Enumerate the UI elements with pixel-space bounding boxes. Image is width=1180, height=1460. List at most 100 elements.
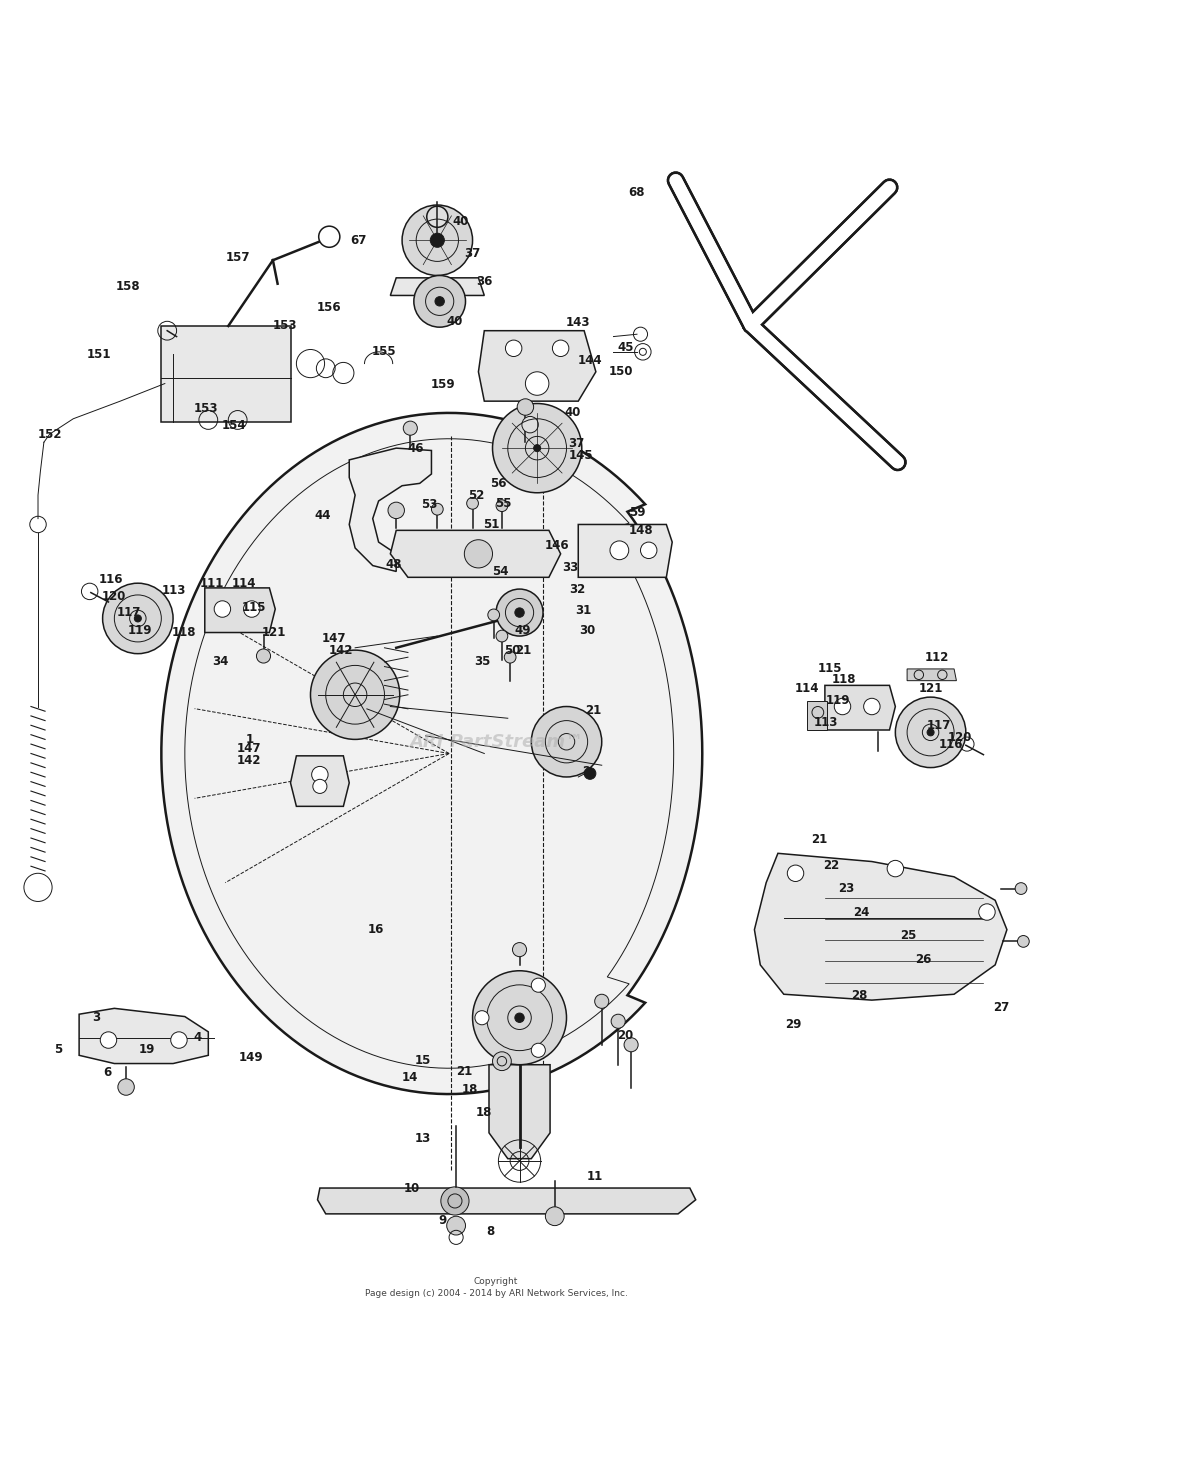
Text: 9: 9 [438, 1215, 446, 1228]
Circle shape [466, 498, 478, 510]
Text: 53: 53 [421, 498, 438, 511]
Text: 50: 50 [504, 644, 520, 657]
Circle shape [487, 609, 499, 620]
Circle shape [388, 502, 405, 518]
Bar [162, 326, 290, 422]
Text: 21: 21 [514, 644, 531, 657]
Circle shape [624, 1038, 638, 1051]
Text: 119: 119 [127, 623, 152, 637]
Text: 158: 158 [116, 279, 140, 292]
Text: 150: 150 [608, 365, 632, 378]
Polygon shape [162, 413, 702, 1094]
Text: 11: 11 [586, 1169, 603, 1183]
Text: 142: 142 [237, 753, 262, 766]
Text: 10: 10 [404, 1181, 420, 1194]
Text: 142: 142 [329, 644, 353, 657]
Text: 18: 18 [463, 1083, 478, 1096]
Text: 151: 151 [87, 347, 111, 361]
Circle shape [310, 650, 400, 739]
Text: 22: 22 [822, 858, 839, 872]
Text: 37: 37 [568, 437, 584, 450]
Circle shape [447, 1216, 465, 1235]
Text: 157: 157 [225, 251, 250, 264]
Text: 121: 121 [262, 626, 287, 639]
Text: 32: 32 [569, 583, 585, 596]
Text: Copyright
Page design (c) 2004 - 2014 by ARI Network Services, Inc.: Copyright Page design (c) 2004 - 2014 by… [365, 1278, 628, 1298]
Text: 113: 113 [162, 584, 186, 597]
Text: 4: 4 [194, 1031, 202, 1044]
Text: 23: 23 [838, 882, 854, 895]
Circle shape [1015, 883, 1027, 895]
Circle shape [610, 540, 629, 559]
Polygon shape [754, 853, 1007, 1000]
Polygon shape [290, 756, 349, 806]
Text: 116: 116 [938, 737, 963, 750]
Text: 114: 114 [795, 682, 820, 695]
Text: 112: 112 [924, 651, 949, 664]
Text: 111: 111 [199, 577, 224, 590]
Polygon shape [807, 701, 827, 730]
Text: 21: 21 [457, 1066, 472, 1079]
Text: 120: 120 [103, 590, 126, 603]
Circle shape [496, 588, 543, 637]
Text: 25: 25 [900, 929, 917, 942]
Polygon shape [317, 1188, 696, 1213]
Circle shape [517, 399, 533, 415]
Circle shape [103, 583, 173, 654]
Text: 6: 6 [103, 1066, 111, 1079]
Circle shape [313, 780, 327, 793]
Circle shape [215, 602, 230, 618]
Polygon shape [391, 277, 484, 295]
Text: 20: 20 [617, 1029, 634, 1042]
Polygon shape [907, 669, 957, 680]
Circle shape [514, 607, 524, 618]
Circle shape [514, 1013, 524, 1022]
Text: 118: 118 [832, 673, 856, 686]
Text: 3: 3 [93, 1012, 100, 1025]
Text: 159: 159 [431, 378, 455, 391]
Text: 148: 148 [628, 524, 653, 537]
Circle shape [531, 707, 602, 777]
Text: 36: 36 [476, 274, 492, 288]
Text: 115: 115 [242, 602, 267, 615]
Text: 56: 56 [490, 477, 506, 491]
Circle shape [171, 1032, 188, 1048]
Text: 16: 16 [368, 923, 385, 936]
Circle shape [312, 766, 328, 783]
Text: 153: 153 [194, 402, 218, 415]
Circle shape [118, 1079, 135, 1095]
Text: 154: 154 [222, 419, 247, 432]
Circle shape [402, 204, 472, 276]
Text: 13: 13 [415, 1132, 432, 1145]
Circle shape [525, 372, 549, 396]
Text: 152: 152 [38, 428, 63, 441]
Text: 51: 51 [483, 518, 499, 531]
Polygon shape [478, 330, 596, 402]
Circle shape [441, 1187, 468, 1215]
Text: 29: 29 [785, 1018, 801, 1031]
Circle shape [584, 768, 596, 780]
Text: 44: 44 [314, 508, 330, 521]
Text: 24: 24 [853, 905, 870, 918]
Text: 52: 52 [468, 489, 484, 502]
Text: 117: 117 [117, 606, 140, 619]
Circle shape [552, 340, 569, 356]
Text: 34: 34 [212, 656, 228, 669]
Text: 30: 30 [579, 623, 596, 637]
Text: 2: 2 [583, 765, 590, 778]
Text: 1: 1 [245, 733, 254, 746]
Circle shape [492, 1051, 511, 1070]
Circle shape [319, 226, 340, 247]
Circle shape [531, 1044, 545, 1057]
Text: 121: 121 [918, 682, 943, 695]
Circle shape [404, 420, 418, 435]
Text: 49: 49 [514, 623, 531, 637]
Circle shape [978, 904, 995, 920]
Polygon shape [79, 1009, 209, 1063]
Text: 26: 26 [916, 952, 932, 965]
Text: 143: 143 [566, 315, 590, 328]
Circle shape [545, 1207, 564, 1225]
Text: 21: 21 [585, 704, 602, 717]
Text: 27: 27 [992, 1000, 1009, 1013]
Text: 116: 116 [99, 574, 123, 585]
